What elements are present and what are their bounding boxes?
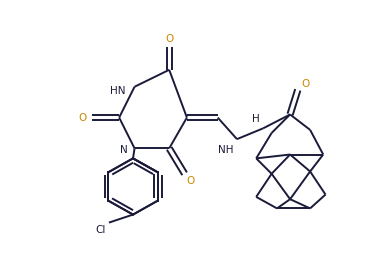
Text: H: H (251, 114, 259, 124)
Text: Cl: Cl (95, 225, 106, 235)
Text: O: O (301, 79, 310, 89)
Text: O: O (165, 34, 173, 44)
Text: O: O (78, 112, 86, 123)
Text: N: N (120, 145, 127, 155)
Text: O: O (187, 176, 195, 186)
Text: HN: HN (110, 86, 126, 96)
Text: NH: NH (219, 145, 234, 155)
